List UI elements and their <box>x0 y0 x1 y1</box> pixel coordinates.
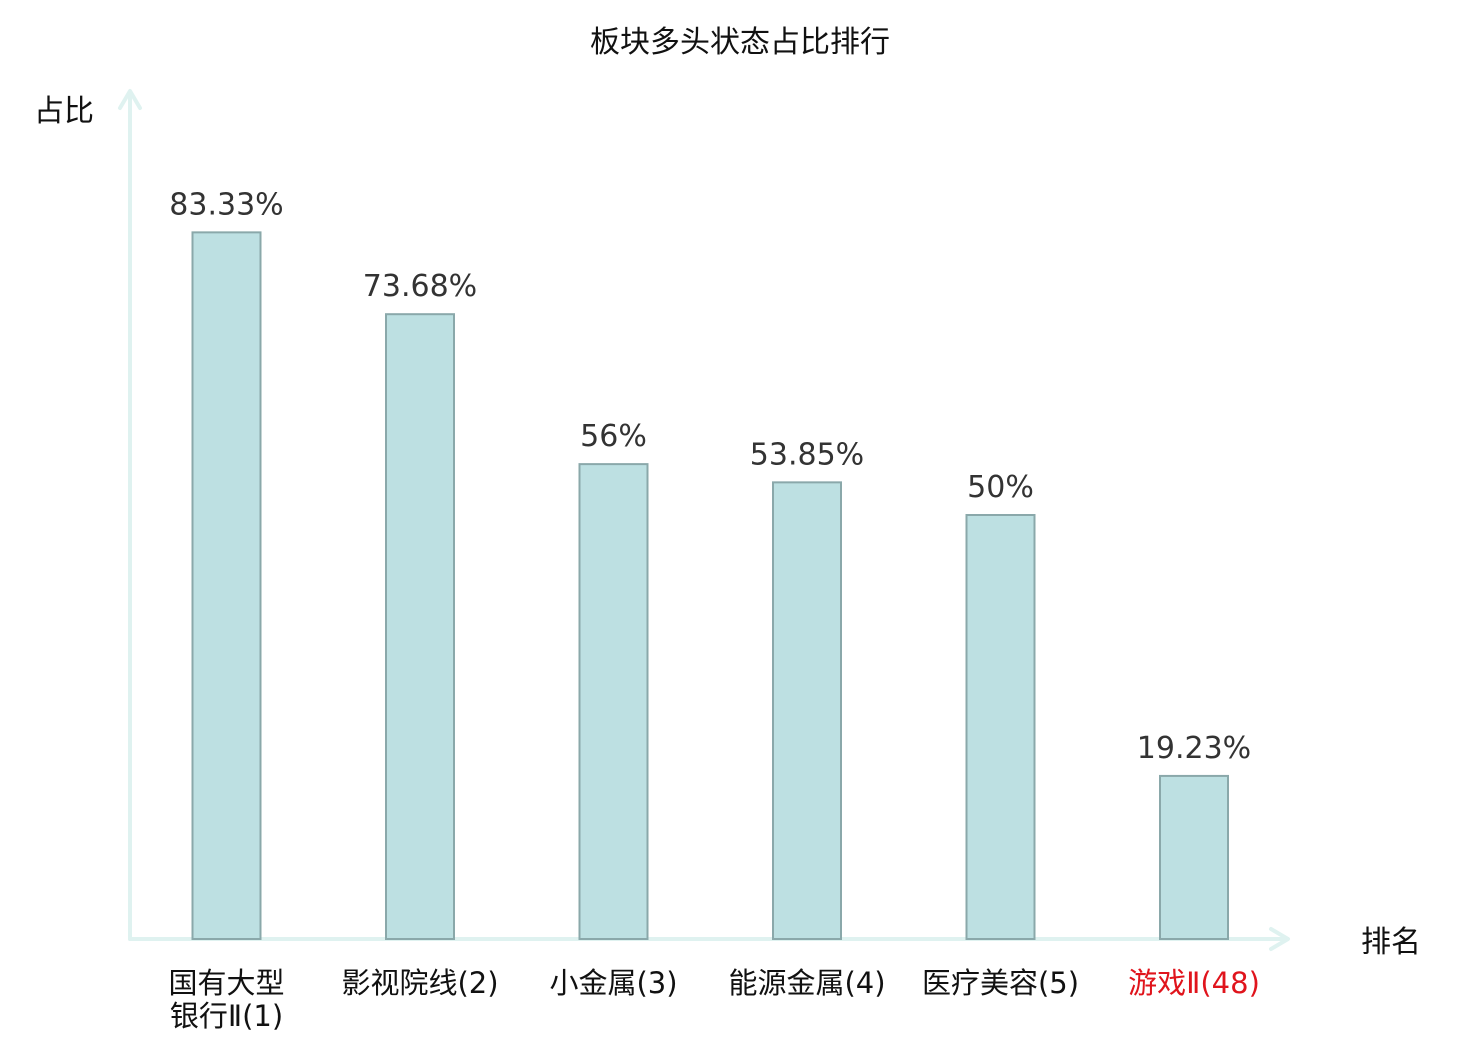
y-axis: 占比 <box>34 89 142 941</box>
category-label: 小金属(3) <box>549 966 677 1000</box>
category-label: 医疗美容(5) <box>922 966 1079 1000</box>
bar-value-label: 56% <box>580 419 647 454</box>
bar <box>772 481 842 940</box>
category-label-line: 能源金属(4) <box>728 966 885 1000</box>
category-label-line: 国有大型 <box>168 966 284 1000</box>
bar-value-label: 53.85% <box>750 437 864 472</box>
bar-value-label: 50% <box>967 470 1034 505</box>
category-label-line: 医疗美容(5) <box>922 966 1079 1000</box>
category-labels: 国有大型银行Ⅱ(1) 影视院线(2) 小金属(3) 能源金属(4) 医疗美容(5) 游戏Ⅱ… <box>168 966 1259 1033</box>
bar <box>965 514 1036 940</box>
category-label-line: 银行Ⅱ(1) <box>170 999 283 1033</box>
bar-value-label: 19.23% <box>1137 731 1251 766</box>
data-labels: 83.33% 73.68% 56% 53.85% 50% 19.23% <box>169 187 1251 766</box>
bar <box>1159 774 1229 941</box>
x-axis-label: 排名 <box>1361 925 1421 960</box>
category-label: 影视院线(2) <box>341 966 498 1000</box>
category-label: 国有大型银行Ⅱ(1) <box>168 966 284 1033</box>
y-axis-arrow-icon <box>118 89 142 110</box>
chart-title: 板块多头状态占比排行 <box>590 25 890 60</box>
category-label-line: 游戏Ⅱ(48) <box>1128 966 1260 1000</box>
bar <box>385 313 455 940</box>
category-label-line: 影视院线(2) <box>341 966 498 1000</box>
x-axis-arrow-icon <box>1269 927 1290 951</box>
category-label: 游戏Ⅱ(48) <box>1128 966 1260 1000</box>
bar-value-label: 83.33% <box>169 187 283 222</box>
category-label-line: 小金属(3) <box>549 966 677 1000</box>
y-axis-label: 占比 <box>34 94 94 129</box>
bar-value-label: 73.68% <box>363 269 477 304</box>
bar <box>578 463 649 940</box>
bar <box>191 231 262 941</box>
x-axis: 排名 <box>128 925 1421 960</box>
category-label: 能源金属(4) <box>728 966 885 1000</box>
bar-series <box>191 231 1229 941</box>
